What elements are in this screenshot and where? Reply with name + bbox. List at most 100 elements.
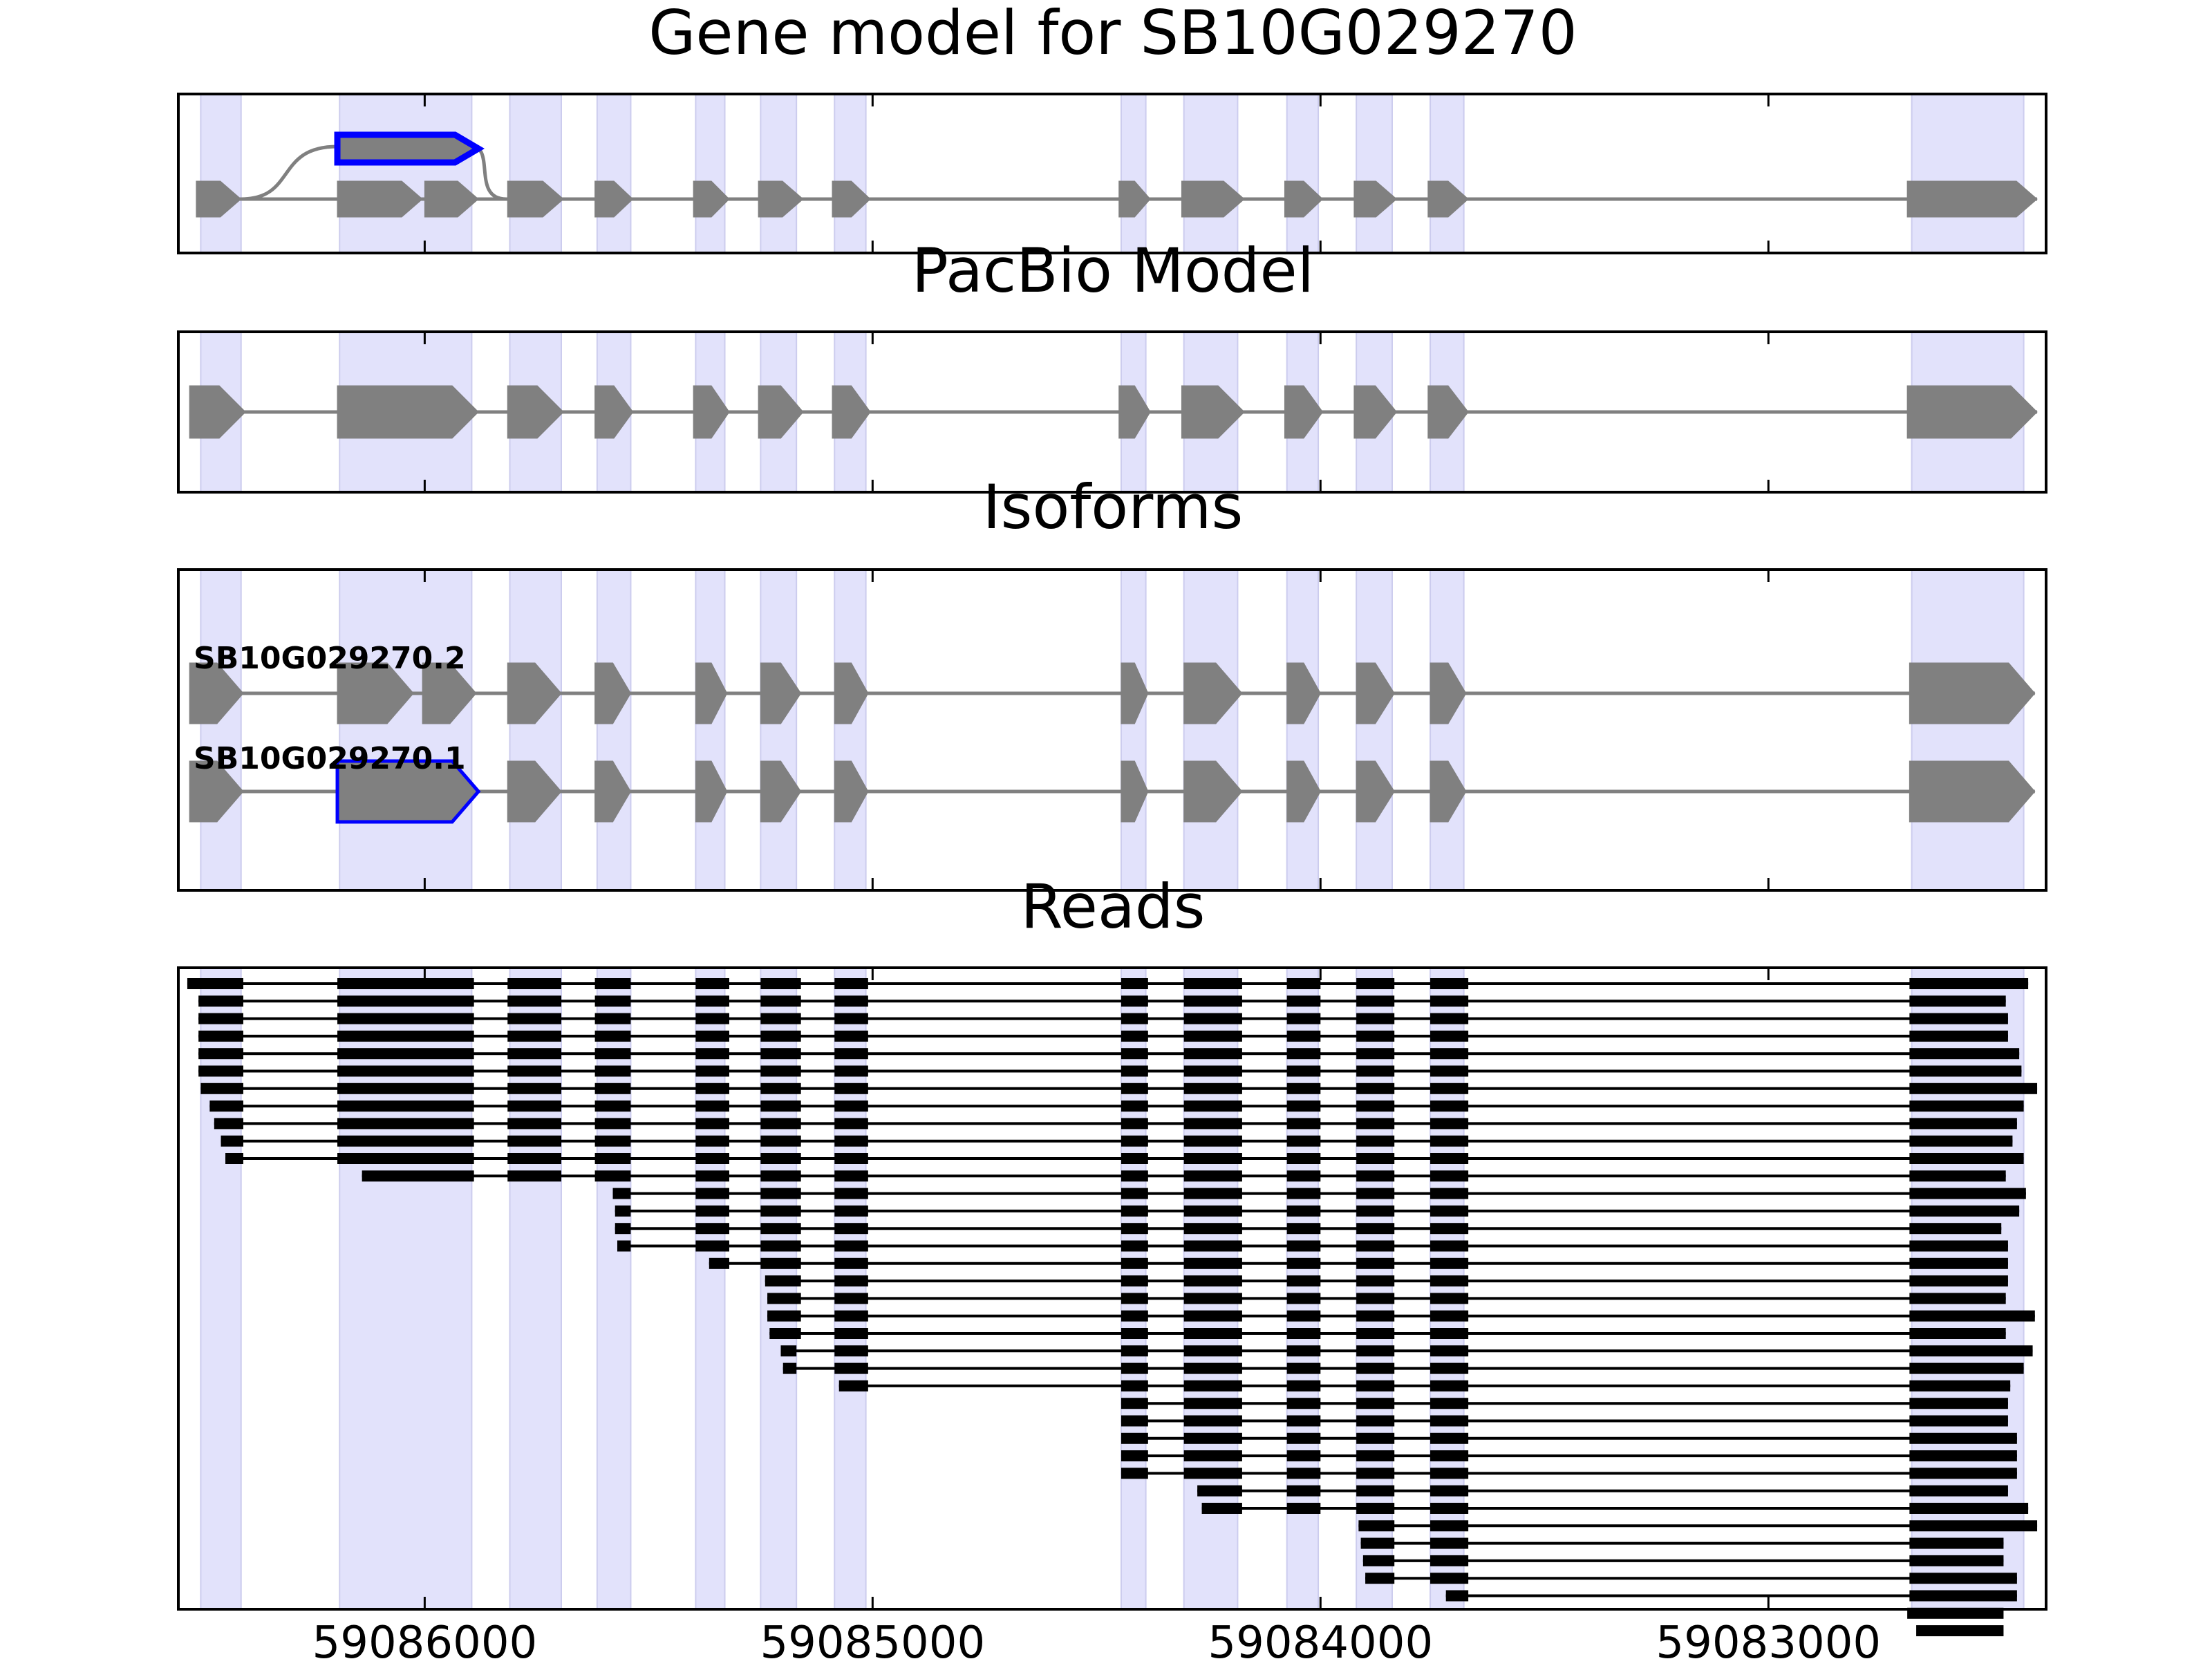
read: [838, 1380, 2011, 1391]
read-block: [1909, 1240, 2008, 1252]
read-block: [1356, 1257, 1395, 1269]
read-block: [695, 1048, 729, 1060]
read-block: [695, 995, 729, 1007]
read-block: [834, 1153, 868, 1164]
isoform-label-1: SB10G029270.1: [194, 741, 466, 776]
read-block: [760, 1257, 801, 1269]
exon-band: [1911, 93, 2025, 254]
read-block: [1909, 978, 2029, 989]
exon: [1353, 385, 1398, 439]
read-block: [1909, 1205, 2020, 1217]
read-block: [709, 1257, 729, 1269]
read-block: [1121, 1188, 1148, 1199]
read-block: [760, 1118, 801, 1130]
exon-band: [200, 967, 242, 1610]
read-block: [1286, 1485, 1321, 1497]
read-block: [507, 1013, 562, 1024]
read: [612, 1188, 2026, 1199]
exon: [196, 180, 242, 218]
read-block: [594, 1082, 631, 1094]
read-block: [695, 1065, 729, 1077]
read-block: [1445, 1590, 1469, 1602]
exon: [594, 385, 634, 439]
read: [1365, 1573, 2017, 1584]
read-block: [1183, 978, 1242, 989]
read-block: [1356, 1380, 1395, 1391]
exon: [693, 180, 730, 218]
read-block: [1430, 1153, 1469, 1164]
exon-band: [1183, 569, 1239, 891]
read-block: [1909, 1153, 2024, 1164]
read-block: [1430, 1100, 1469, 1112]
read-block: [1430, 1380, 1469, 1391]
read-block: [1183, 1432, 1242, 1444]
panel-gene-model: Gene model for SB10G029270: [177, 0, 2047, 254]
read-block: [1909, 1275, 2008, 1287]
read-block: [1286, 1310, 1321, 1322]
read-block: [695, 1205, 729, 1217]
read-block: [1358, 1520, 1395, 1532]
read-block: [1183, 1153, 1242, 1164]
read-block: [1909, 1555, 2004, 1566]
read-block: [1121, 1468, 1148, 1479]
read-block: [1430, 1240, 1469, 1252]
read-block: [1909, 1223, 2002, 1235]
read-block: [1430, 1048, 1469, 1060]
read-block: [507, 1153, 562, 1164]
read-block: [1430, 1310, 1469, 1322]
read: [214, 1118, 2017, 1130]
read-block: [1430, 978, 1469, 989]
exon: [1906, 385, 2038, 439]
read-block: [834, 1188, 868, 1199]
read-block: [695, 1135, 729, 1147]
read-block: [337, 1013, 474, 1024]
read-block: [1356, 1100, 1395, 1112]
exon-band: [1430, 93, 1465, 254]
read-block: [1909, 1362, 2024, 1374]
panel-title-gene-model: Gene model for SB10G029270: [648, 0, 1577, 68]
exon-band: [1430, 569, 1465, 891]
read-block: [1121, 1223, 1148, 1235]
bands-isoforms: [200, 569, 2025, 891]
read-block: [1430, 1520, 1469, 1532]
read-block: [1121, 1100, 1148, 1112]
read-block: [760, 1205, 801, 1217]
track-reads: [187, 978, 2038, 1637]
read-block: [1121, 1240, 1148, 1252]
read: [1201, 1503, 2029, 1514]
read-block: [1183, 1188, 1242, 1199]
read-block: [1430, 1537, 1469, 1549]
read-block: [760, 1188, 801, 1199]
read-block: [1909, 1293, 2006, 1304]
read-block: [1121, 1048, 1148, 1060]
read: [1197, 1485, 2008, 1497]
exon: [693, 385, 730, 439]
read-block: [1286, 995, 1321, 1007]
read-block: [1121, 1293, 1148, 1304]
read-block: [695, 1118, 729, 1130]
exon-band: [1120, 569, 1147, 891]
read-block: [1183, 1082, 1242, 1094]
exon: [834, 760, 869, 823]
read-block: [695, 1013, 729, 1024]
read-block: [1286, 1223, 1321, 1235]
read-block: [1183, 1468, 1242, 1479]
exon: [832, 180, 871, 218]
read-block: [200, 1082, 243, 1094]
panel-title-isoforms: Isoforms: [983, 471, 1244, 543]
read-block: [507, 995, 562, 1007]
read-block: [1430, 1345, 1469, 1357]
read-block: [1909, 1450, 2017, 1462]
read: [769, 1328, 2006, 1339]
read-block: [1286, 1118, 1321, 1130]
read-block: [1183, 1293, 1242, 1304]
exon: [422, 662, 477, 724]
read-block: [834, 1118, 868, 1130]
exon: [189, 385, 246, 439]
read-block: [760, 1100, 801, 1112]
read-block: [1356, 1468, 1395, 1479]
read-block: [225, 1153, 243, 1164]
read-block: [1183, 995, 1242, 1007]
read-block: [1183, 1030, 1242, 1042]
read-block: [594, 995, 631, 1007]
